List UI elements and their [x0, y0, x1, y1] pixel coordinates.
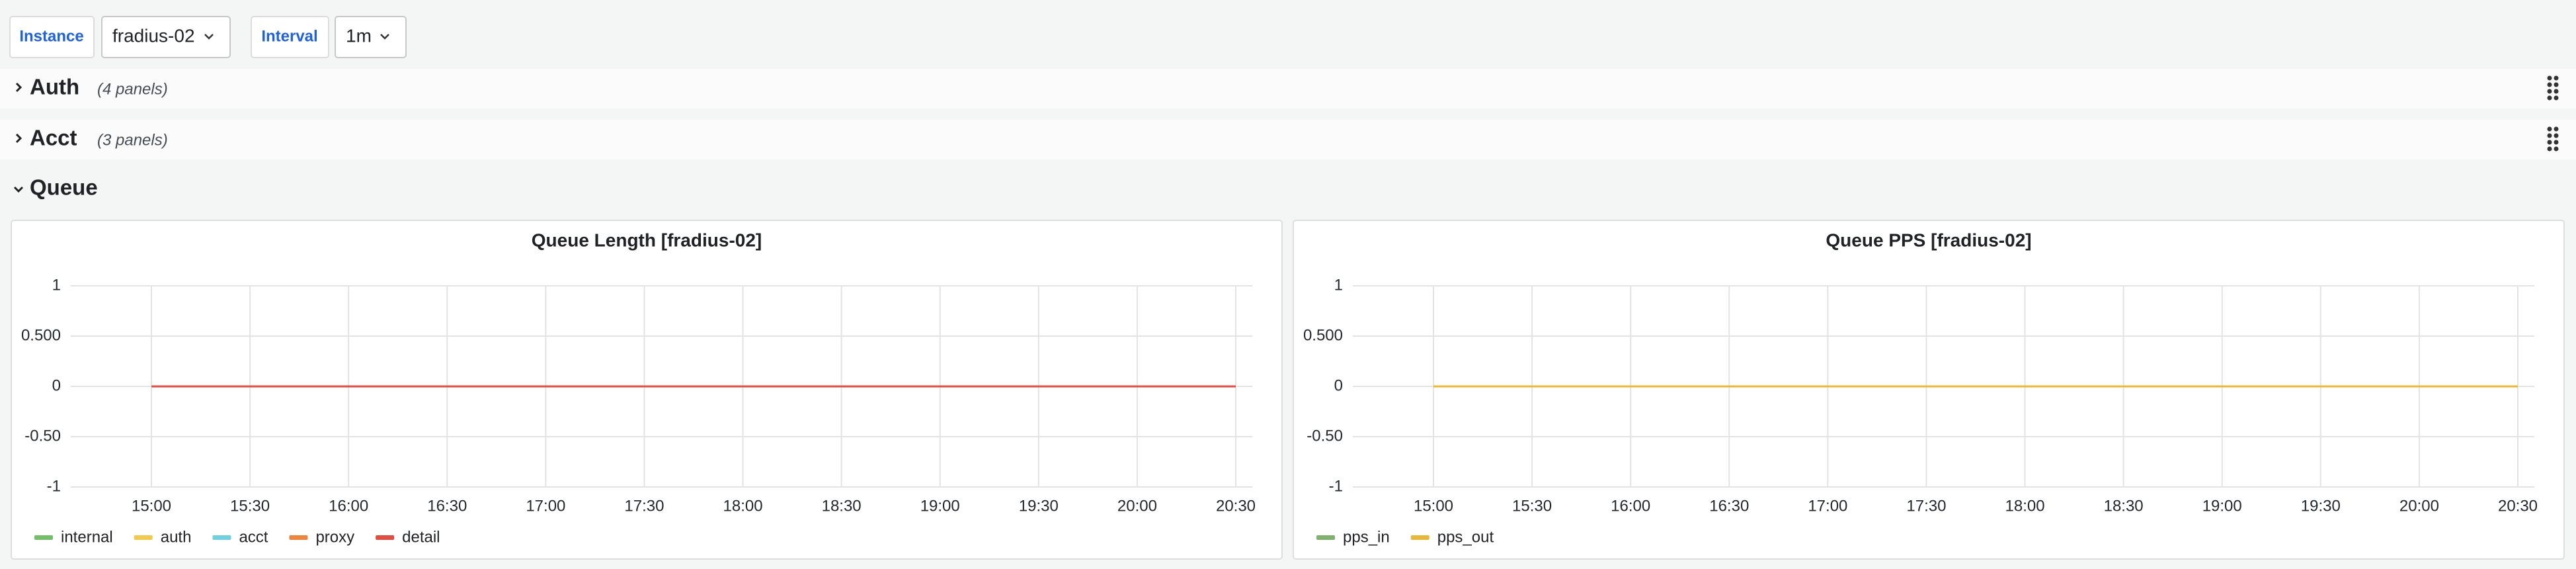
row-title[interactable]: Auth: [30, 75, 79, 99]
x-tick-label: 20:00: [2399, 497, 2439, 515]
legend-label[interactable]: detail: [402, 528, 440, 546]
y-tick-label: 1: [1334, 276, 1343, 294]
legend-label[interactable]: auth: [161, 528, 192, 546]
x-tick-label: 16:30: [427, 497, 467, 515]
legend-label[interactable]: acct: [239, 528, 268, 546]
row-panel-count: (4 panels): [97, 80, 168, 98]
legend-swatch: [1316, 535, 1335, 540]
legend-swatch: [1410, 535, 1429, 540]
legend-swatch: [34, 535, 53, 540]
variable-value[interactable]: 1m: [346, 25, 372, 46]
chevron: [380, 34, 389, 40]
x-tick-label: 18:00: [723, 497, 763, 515]
y-tick-label: 0: [52, 376, 61, 394]
panel: [11, 220, 1283, 560]
x-tick-label: 20:00: [1117, 497, 1157, 515]
legend-label[interactable]: internal: [61, 528, 113, 546]
panel-title: Queue Length [fradius-02]: [532, 230, 762, 250]
x-tick-label: 16:00: [329, 497, 368, 515]
x-tick-label: 17:30: [624, 497, 664, 515]
x-tick-label: 19:30: [2301, 497, 2341, 515]
x-tick-label: 15:30: [230, 497, 270, 515]
variable-label-box: [9, 16, 95, 58]
chevron: [15, 82, 22, 93]
legend-label[interactable]: pps_out: [1437, 528, 1494, 546]
variable-label-box: [251, 16, 329, 58]
chevron: [15, 133, 22, 144]
variable-value[interactable]: fradius-02: [112, 25, 195, 46]
row-header[interactable]: [0, 120, 2576, 159]
x-tick-label: 18:30: [2104, 497, 2144, 515]
x-tick-label: 15:00: [132, 497, 171, 515]
panel-title: Queue PPS [fradius-02]: [1826, 230, 2031, 250]
variable-label: Instance: [19, 27, 83, 45]
legend-swatch: [212, 535, 231, 540]
x-tick-label: 19:00: [920, 497, 960, 515]
row-panel-count: (3 panels): [97, 131, 168, 149]
y-tick-label: -0.50: [24, 427, 61, 445]
row-header[interactable]: [0, 69, 2576, 109]
legend-swatch: [134, 535, 153, 540]
drag-handle[interactable]: [2547, 75, 2559, 101]
x-tick-label: 15:00: [1414, 497, 1453, 515]
x-tick-label: 18:30: [822, 497, 862, 515]
row-title[interactable]: Queue: [30, 175, 98, 200]
row-title[interactable]: Acct: [30, 126, 77, 150]
legend-label[interactable]: pps_in: [1343, 528, 1390, 546]
x-tick-label: 17:30: [1906, 497, 1946, 515]
panel: [1293, 220, 2565, 560]
y-tick-label: -1: [47, 477, 61, 495]
x-tick-label: 17:00: [526, 497, 565, 515]
y-tick-label: 0.500: [21, 326, 61, 344]
y-tick-label: -1: [1329, 477, 1343, 495]
x-tick-label: 16:30: [1709, 497, 1749, 515]
variable-label: Interval: [261, 27, 317, 45]
chevron: [204, 34, 214, 40]
legend-swatch: [376, 535, 395, 540]
x-tick-label: 15:30: [1512, 497, 1552, 515]
x-tick-label: 17:00: [1808, 497, 1847, 515]
x-tick-label: 18:00: [2005, 497, 2045, 515]
y-tick-label: 0: [1334, 376, 1343, 394]
y-tick-label: 0.500: [1303, 326, 1343, 344]
x-tick-label: 16:00: [1611, 497, 1650, 515]
x-tick-label: 19:00: [2202, 497, 2242, 515]
x-tick-label: 19:30: [1019, 497, 1059, 515]
y-tick-label: 1: [52, 276, 61, 294]
y-tick-label: -0.50: [1307, 427, 1343, 445]
x-tick-label: 20:30: [1216, 497, 1256, 515]
variable-select[interactable]: [335, 16, 407, 58]
chevron: [13, 186, 24, 193]
x-tick-label: 20:30: [2498, 497, 2538, 515]
legend-label[interactable]: proxy: [315, 528, 354, 546]
variable-select[interactable]: [101, 16, 231, 58]
legend-swatch: [289, 535, 308, 540]
drag-handle[interactable]: [2547, 126, 2559, 152]
